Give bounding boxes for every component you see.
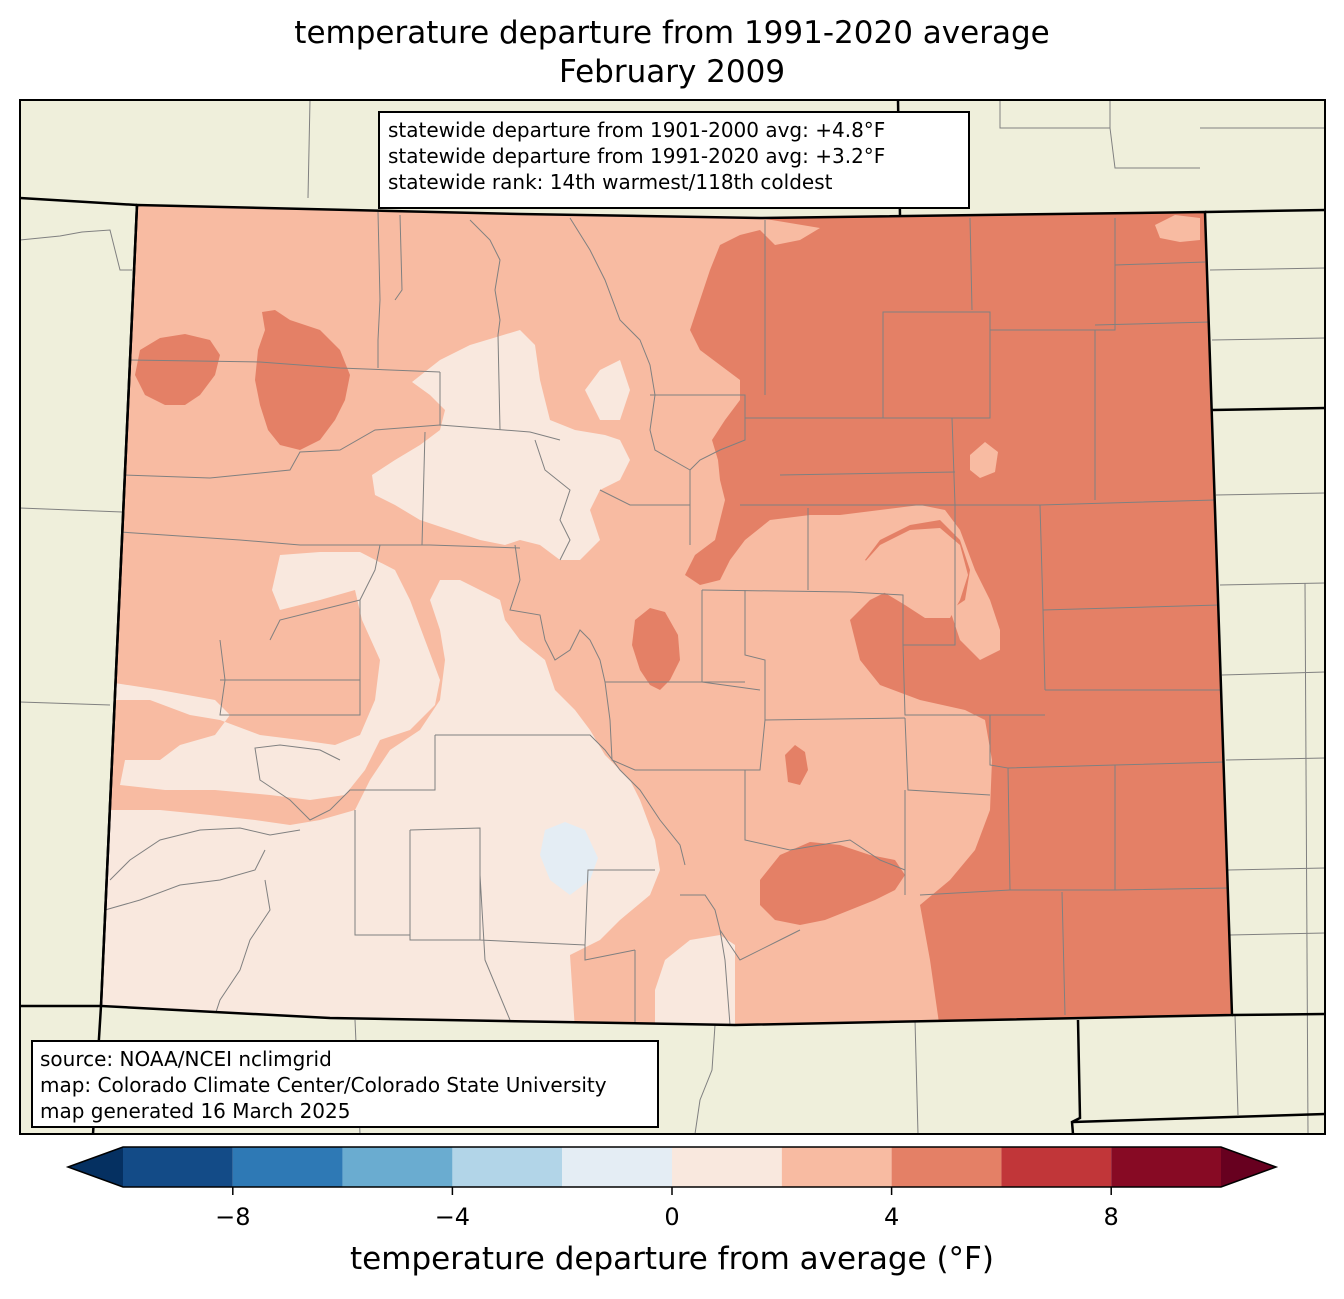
colorbar-bin-8 <box>1001 1147 1112 1187</box>
field-4to6-southeast-lobe <box>760 842 905 925</box>
field-neg2to0-san-luis <box>540 822 598 895</box>
field-4to6-southeast-spot <box>785 745 808 785</box>
field-2to4-hole-east <box>862 528 968 618</box>
stats-departure-1901-2000: statewide departure from 1901-2000 avg: … <box>388 118 886 142</box>
colorbar-bin-4 <box>562 1147 672 1187</box>
source-data: source: NOAA/NCEI nclimgrid <box>40 1047 332 1071</box>
colorbar-label: temperature departure from average (°F) <box>350 1241 994 1277</box>
field-4to6-front-range-spot <box>632 608 680 690</box>
colorbar-bin-0 <box>123 1147 233 1187</box>
colorbar-bin-2 <box>342 1147 453 1187</box>
colorbar-bin-6 <box>781 1147 892 1187</box>
field-2to4-hole-ne <box>1155 215 1200 242</box>
colorbar-tick-label: 0 <box>664 1203 680 1231</box>
field-2to4-hole-spot <box>970 442 998 478</box>
map-subtitle-month: February 2009 <box>558 54 786 90</box>
colorbar-bin-9 <box>1111 1147 1221 1187</box>
field-4to6-eastern-plains <box>685 210 1232 1025</box>
colorado-county-lines <box>104 211 1229 1025</box>
neighbor-county-lines <box>20 100 1325 1134</box>
colorbar-bin-3 <box>452 1147 563 1187</box>
field-4to6-northwest <box>135 310 350 450</box>
colorbar <box>65 1146 1279 1195</box>
colorado-departure-field <box>101 205 1232 1025</box>
colorbar-outline <box>65 1146 1279 1188</box>
map-title: temperature departure from 1991-2020 ave… <box>294 15 1050 51</box>
colorbar-over-extension <box>1221 1147 1276 1187</box>
stats-departure-1991-2020: statewide departure from 1991-2020 avg: … <box>388 144 886 168</box>
source-generated-date: map generated 16 March 2025 <box>40 1099 351 1123</box>
colorbar-tick-label: 4 <box>883 1203 900 1231</box>
colorbar-tick-label: −4 <box>434 1203 471 1231</box>
source-map-credit: map: Colorado Climate Center/Colorado St… <box>40 1073 607 1097</box>
source-box: source: NOAA/NCEI nclimgrid map: Colorad… <box>31 1040 659 1128</box>
field-0to2-upper-arkansas <box>655 935 735 1025</box>
statewide-stats-box: statewide departure from 1901-2000 avg: … <box>378 111 970 209</box>
colorbar-under-extension <box>68 1147 123 1187</box>
stats-rank: statewide rank: 14th warmest/118th colde… <box>388 170 833 194</box>
colorbar-bin-5 <box>672 1147 782 1187</box>
colorbar-bin-1 <box>232 1147 343 1187</box>
field-0to2-southwest <box>101 552 660 1025</box>
map-area <box>19 99 1326 1135</box>
map-frame <box>19 99 1326 1135</box>
colorbar-tick-label: 8 <box>1103 1203 1119 1231</box>
colorbar-tick-label: −8 <box>215 1203 251 1231</box>
field-2to4-hole-south <box>905 700 990 890</box>
colorbar-bin-7 <box>891 1147 1002 1187</box>
